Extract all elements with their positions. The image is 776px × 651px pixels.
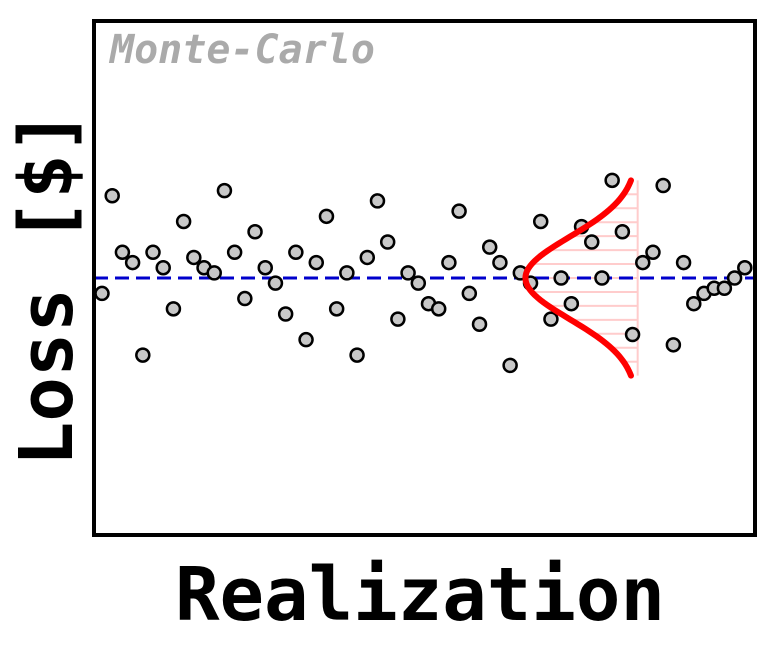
- data-point: [686, 295, 702, 312]
- data-point: [135, 347, 151, 363]
- plot-area: [94, 21, 755, 535]
- data-point: [247, 223, 263, 240]
- data-point: [216, 182, 233, 199]
- data-point: [737, 259, 753, 276]
- distribution-curve: [522, 177, 634, 379]
- data-point: [655, 177, 671, 194]
- data-point: [563, 295, 580, 312]
- data-point: [532, 213, 549, 230]
- data-point: [390, 311, 406, 327]
- data-point: [226, 244, 243, 261]
- data-point: [502, 357, 518, 374]
- data-point: [441, 254, 457, 271]
- data-point: [349, 347, 365, 363]
- data-point: [237, 290, 253, 307]
- data-point: [318, 208, 335, 225]
- data-point: [400, 265, 416, 281]
- data-point: [369, 193, 386, 209]
- data-point: [726, 270, 743, 286]
- data-point: [675, 254, 692, 271]
- data-point: [461, 285, 478, 302]
- data-point: [124, 254, 141, 271]
- data-point: [94, 285, 110, 302]
- data-point: [430, 301, 447, 317]
- data-point: [328, 301, 345, 317]
- data-point: [481, 239, 498, 255]
- data-point: [155, 259, 171, 276]
- data-point: [267, 275, 284, 291]
- data-point: [114, 244, 131, 261]
- data-point: [298, 331, 314, 348]
- y-axis-label: Loss [$]: [4, 110, 90, 466]
- data-point: [277, 306, 294, 322]
- data-point: [543, 311, 559, 327]
- data-point: [104, 188, 120, 204]
- data-point: [257, 259, 273, 276]
- data-point: [584, 234, 600, 250]
- data-point: [635, 254, 651, 271]
- x-axis-label: Realization: [175, 552, 665, 638]
- data-point: [492, 254, 508, 271]
- data-point: [645, 244, 661, 261]
- data-point: [308, 254, 325, 271]
- data-point: [716, 280, 733, 297]
- data-point: [339, 265, 355, 281]
- data-point: [206, 265, 222, 281]
- corner-annotation: Monte-Carlo: [108, 27, 375, 73]
- data-point: [359, 249, 376, 266]
- data-point: [165, 301, 182, 317]
- data-point: [665, 337, 682, 353]
- data-point: [594, 270, 610, 286]
- data-point: [288, 244, 304, 261]
- data-point: [624, 326, 641, 343]
- data-point: [145, 244, 161, 261]
- plot-frame: [92, 19, 757, 537]
- data-point: [175, 213, 192, 230]
- data-point: [553, 270, 569, 286]
- data-point: [379, 234, 396, 250]
- data-point: [451, 203, 467, 219]
- data-point: [186, 249, 202, 266]
- data-point: [471, 316, 488, 333]
- data-point: [614, 223, 631, 240]
- data-point: [604, 172, 620, 189]
- data-point: [410, 275, 427, 291]
